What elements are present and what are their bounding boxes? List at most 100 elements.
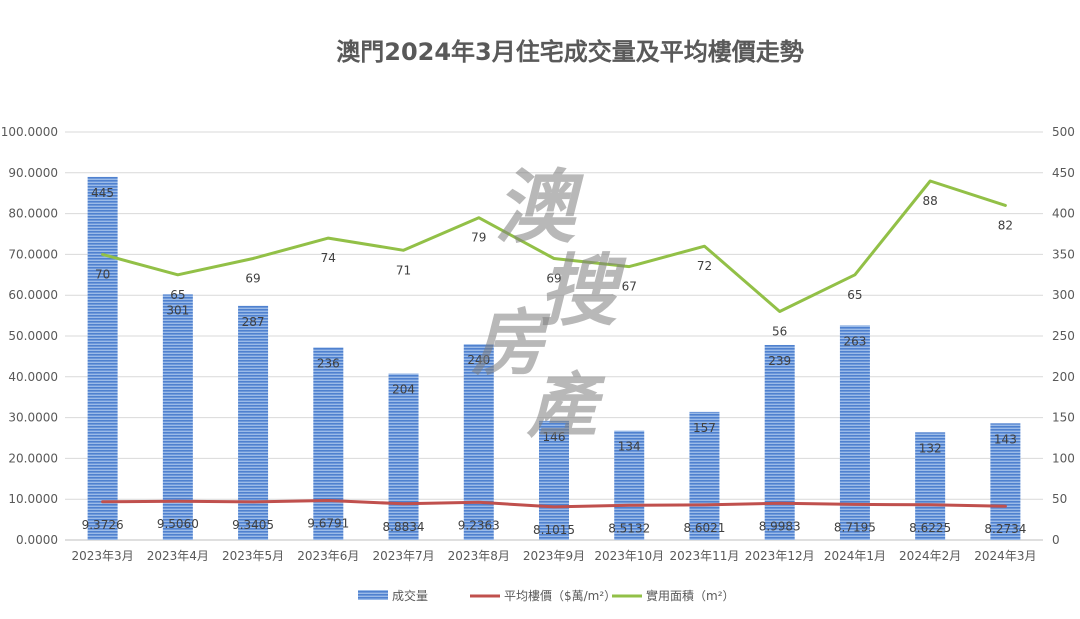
bar-data-label: 157: [693, 421, 716, 435]
x-axis-tick-label: 2023年5月: [222, 549, 284, 563]
x-axis-tick-label: 2023年11月: [670, 549, 740, 563]
left-axis-tick-label: 0.0000: [16, 533, 58, 547]
area-data-label: 82: [998, 218, 1013, 232]
area-data-label: 71: [396, 263, 411, 277]
price-data-label: 8.9983: [759, 519, 801, 533]
price-data-label: 8.1015: [533, 523, 575, 537]
bar: [614, 430, 645, 540]
price-data-label: 8.2734: [984, 522, 1026, 536]
area-data-label: 69: [245, 271, 260, 285]
left-axis-tick-label: 10.0000: [8, 492, 58, 506]
left-axis-tick-label: 40.0000: [8, 370, 58, 384]
bar-data-label: 143: [994, 432, 1017, 446]
axis-layer: 0.0000 10.0000 20.0000 30.0000 40.0000 50.000…: [1, 125, 1075, 563]
right-axis-tick-label: 350: [1052, 247, 1075, 261]
watermark-char: 搜: [539, 246, 627, 337]
price-data-label: 9.5060: [157, 517, 199, 531]
price-data-label: 9.2363: [458, 518, 500, 532]
bar: [839, 325, 870, 540]
right-axis-tick-label: 300: [1052, 288, 1075, 302]
area-data-label: 67: [622, 280, 637, 294]
bar: [313, 347, 344, 540]
left-axis-tick-label: 70.0000: [8, 247, 58, 261]
x-axis-tick-label: 2023年12月: [745, 549, 815, 563]
right-axis-tick-label: 200: [1052, 370, 1075, 384]
x-axis-tick-label: 2023年7月: [372, 549, 434, 563]
series-line: [101, 499, 1007, 509]
x-axis-tick-label: 2023年9月: [523, 549, 585, 563]
bar: [539, 420, 569, 540]
bar: [764, 344, 795, 540]
area-data-label: 65: [847, 288, 862, 302]
left-axis-tick-label: 50.0000: [8, 329, 58, 343]
right-axis-tick-label: 50: [1052, 492, 1067, 506]
bar: [915, 432, 946, 540]
legend-swatch-bar: [358, 590, 388, 600]
legend-label: 實用面積（m²）: [646, 588, 735, 603]
right-axis-tick-label: 450: [1052, 166, 1075, 180]
watermark-char: 房: [471, 300, 551, 385]
bar-layer: [87, 176, 1021, 540]
legend: 成交量 平均樓價（$萬/m²） 實用面積（m²）: [358, 588, 735, 603]
bar-data-label: 236: [317, 356, 340, 370]
right-axis-tick-label: 250: [1052, 329, 1075, 343]
grid-layer: [65, 131, 1043, 541]
x-axis-tick-label: 2023年3月: [72, 549, 134, 563]
price-data-label: 9.3726: [82, 518, 124, 532]
area-data-label: 72: [697, 259, 712, 273]
bar-data-label: 134: [618, 440, 641, 454]
x-axis-tick-label: 2024年3月: [974, 549, 1036, 563]
area-data-label: 79: [471, 231, 486, 245]
x-axis-tick-label: 2023年10月: [594, 549, 664, 563]
x-axis-tick-label: 2024年2月: [899, 549, 961, 563]
watermark-char: 澳: [495, 160, 585, 254]
bar: [388, 373, 419, 540]
bar-data-label: 239: [768, 354, 791, 368]
x-axis-tick-label: 2023年8月: [448, 549, 510, 563]
label-layer: 445 301 287 236 204 240 146 134 157 239 263 132 143 7…: [82, 186, 1027, 537]
right-axis-tick-label: 500: [1052, 125, 1075, 139]
area-data-label: 88: [923, 194, 938, 208]
bar-data-label: 263: [843, 334, 866, 348]
bar-data-label: 445: [91, 186, 114, 200]
bar: [463, 344, 494, 540]
right-axis-tick-label: 400: [1052, 207, 1075, 221]
right-axis-tick-label: 150: [1052, 411, 1075, 425]
price-data-label: 8.7195: [834, 520, 876, 534]
left-axis-tick-label: 90.0000: [8, 166, 58, 180]
area-data-label: 65: [170, 288, 185, 302]
bar-data-label: 204: [392, 383, 415, 397]
line-layer: [101, 179, 1007, 509]
area-data-label: 74: [321, 251, 336, 265]
left-axis-tick-label: 80.0000: [8, 207, 58, 221]
right-axis-tick-label: 0: [1052, 533, 1060, 547]
right-axis-tick-label: 100: [1052, 451, 1075, 465]
x-axis-tick-label: 2024年1月: [824, 549, 886, 563]
x-axis-tick-label: 2023年4月: [147, 549, 209, 563]
bar: [238, 305, 269, 540]
x-axis-tick-label: 2023年6月: [297, 549, 359, 563]
price-data-label: 8.6225: [909, 521, 951, 535]
area-data-label: 56: [772, 325, 787, 339]
bar-data-label: 146: [543, 430, 566, 444]
bar-data-label: 301: [166, 303, 189, 317]
left-axis-tick-label: 100.0000: [1, 125, 58, 139]
price-data-label: 8.5132: [608, 521, 650, 535]
bar-data-label: 240: [467, 353, 490, 367]
price-data-label: 9.6791: [307, 517, 349, 531]
bar-data-label: 287: [242, 315, 265, 329]
chart-title: 澳門2024年3月住宅成交量及平均樓價走勢: [336, 38, 804, 66]
area-data-label: 70: [95, 267, 110, 281]
left-axis-tick-label: 20.0000: [8, 451, 58, 465]
bar: [162, 294, 193, 540]
price-data-label: 8.6021: [683, 521, 725, 535]
bar: [990, 423, 1021, 540]
area-data-label: 69: [546, 271, 561, 285]
bar-data-label: 132: [919, 441, 942, 455]
legend-label: 平均樓價（$萬/m²）: [504, 588, 616, 603]
bar: [689, 411, 720, 540]
legend-label: 成交量: [392, 588, 428, 603]
